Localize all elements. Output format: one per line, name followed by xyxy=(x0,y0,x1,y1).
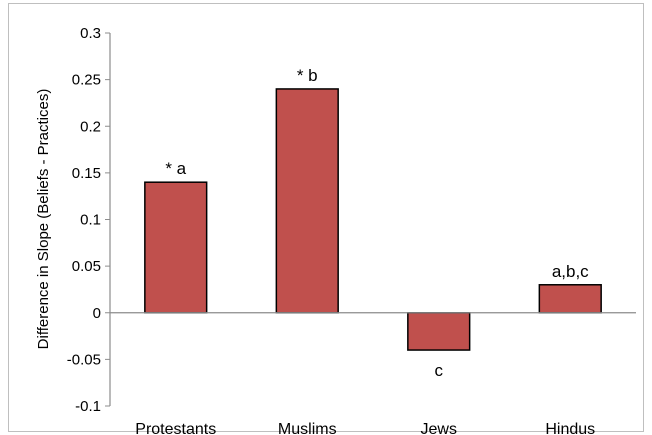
y-axis-ticks: -0.1 -0.05 0 0.05 0.1 0.15 0.2 0.25 0.3 xyxy=(67,25,110,415)
y-tick-label: 0.3 xyxy=(80,25,101,42)
bars xyxy=(144,88,602,351)
bar-labels: * a * b c a,b,c xyxy=(165,66,589,380)
y-tick-label: 0.2 xyxy=(80,118,101,135)
bar-jews xyxy=(407,312,471,351)
y-tick-label: 0.25 xyxy=(72,72,101,89)
bar-data-label: * b xyxy=(297,66,318,85)
category-label: Protestants xyxy=(135,421,216,435)
bar-data-label: a,b,c xyxy=(552,262,589,281)
x-axis-ticks: Protestants Muslims Jews Hindus xyxy=(135,421,595,435)
category-label: Jews xyxy=(421,421,457,435)
y-tick-label: -0.1 xyxy=(75,398,101,415)
bar-protestants xyxy=(144,181,208,314)
bar-muslims xyxy=(275,88,339,314)
y-tick-label: 0.15 xyxy=(72,165,101,182)
bar-data-label: c xyxy=(435,361,444,380)
y-tick-label: -0.05 xyxy=(67,351,101,368)
bar-hindus xyxy=(538,284,602,314)
category-label: Hindus xyxy=(545,421,595,435)
bar-data-label: * a xyxy=(165,159,186,178)
y-tick-label: 0 xyxy=(93,305,101,322)
category-label: Muslims xyxy=(278,421,337,435)
axes xyxy=(109,33,636,406)
y-tick-label: 0.1 xyxy=(80,212,101,229)
y-tick-label: 0.05 xyxy=(72,258,101,275)
y-axis-title: Difference in Slope (Beliefs - Practices… xyxy=(35,89,52,350)
